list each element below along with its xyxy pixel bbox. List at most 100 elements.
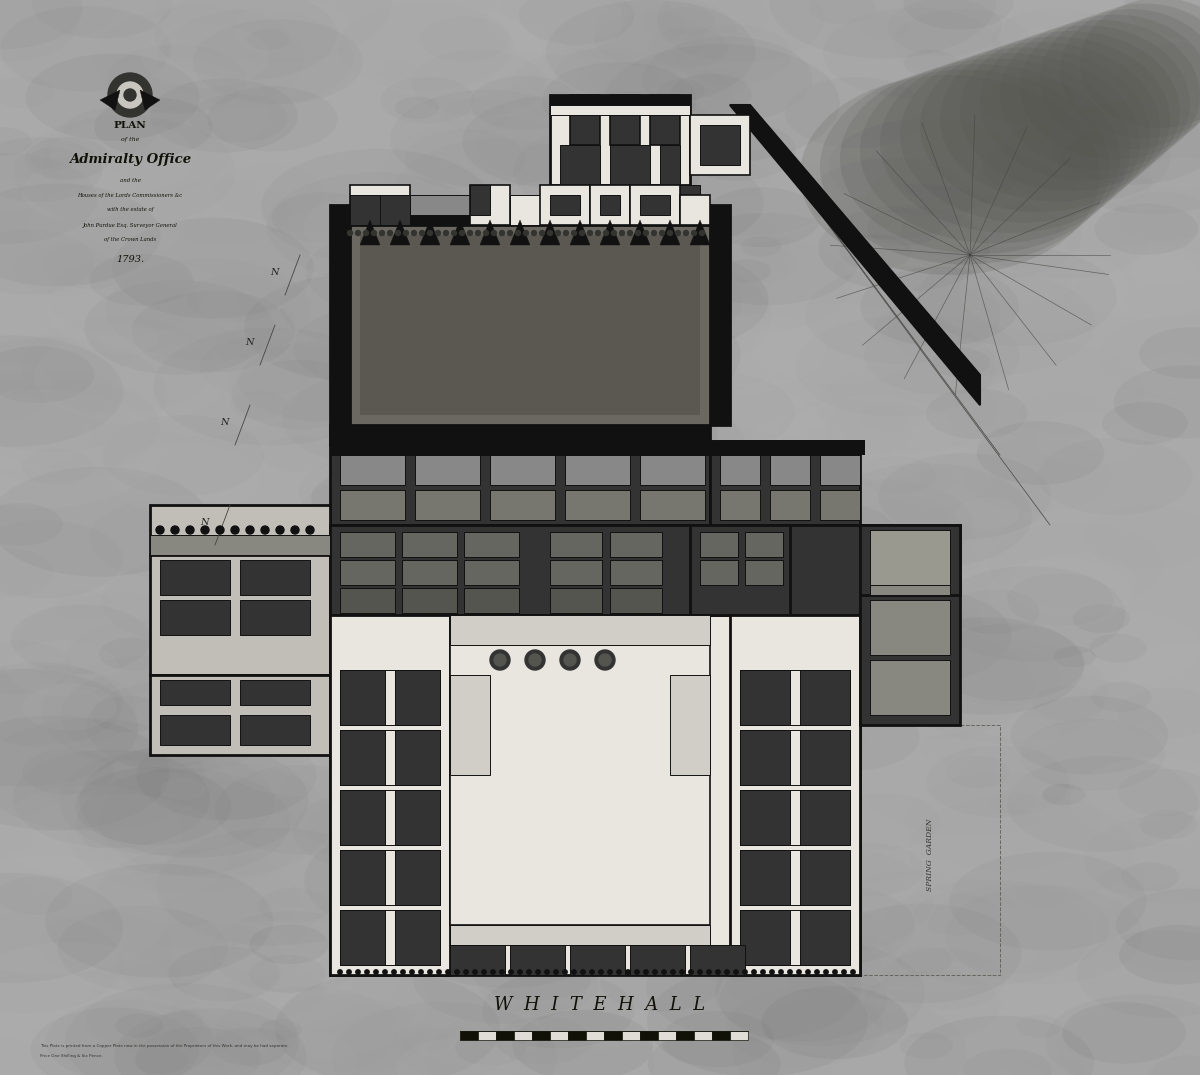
Ellipse shape: [1140, 811, 1198, 840]
Ellipse shape: [905, 1016, 1094, 1075]
Ellipse shape: [239, 342, 397, 421]
Ellipse shape: [0, 336, 167, 452]
Ellipse shape: [0, 127, 31, 156]
Ellipse shape: [918, 247, 1117, 346]
Ellipse shape: [820, 70, 1110, 264]
Ellipse shape: [0, 785, 182, 878]
Bar: [640, 1031, 658, 1040]
Circle shape: [365, 970, 370, 974]
Ellipse shape: [360, 236, 576, 344]
Ellipse shape: [980, 77, 1076, 125]
Circle shape: [671, 970, 676, 974]
Ellipse shape: [731, 485, 790, 514]
Circle shape: [607, 970, 612, 974]
Circle shape: [833, 970, 838, 974]
Ellipse shape: [350, 604, 529, 693]
Circle shape: [372, 230, 377, 235]
Bar: [770, 440, 790, 455]
Ellipse shape: [304, 825, 526, 935]
Circle shape: [484, 230, 488, 235]
Ellipse shape: [331, 1002, 557, 1075]
Bar: [340, 440, 360, 455]
Ellipse shape: [619, 912, 662, 933]
Ellipse shape: [1116, 889, 1200, 960]
Bar: [800, 911, 850, 965]
Circle shape: [815, 970, 820, 974]
Ellipse shape: [920, 733, 976, 761]
Bar: [770, 455, 810, 485]
Ellipse shape: [115, 1014, 163, 1037]
Bar: [415, 490, 480, 520]
Ellipse shape: [102, 415, 264, 496]
Bar: [540, 185, 590, 225]
Bar: [720, 455, 760, 485]
Ellipse shape: [373, 850, 590, 959]
Ellipse shape: [161, 778, 205, 800]
Ellipse shape: [328, 250, 473, 324]
Ellipse shape: [702, 187, 821, 247]
Ellipse shape: [898, 947, 953, 974]
Ellipse shape: [650, 624, 773, 685]
Ellipse shape: [1058, 119, 1200, 215]
Bar: [330, 615, 450, 975]
Circle shape: [419, 970, 424, 974]
Bar: [550, 95, 690, 115]
Ellipse shape: [262, 149, 493, 266]
Ellipse shape: [462, 96, 648, 188]
Ellipse shape: [1139, 328, 1200, 379]
Circle shape: [604, 230, 608, 235]
Ellipse shape: [545, 933, 611, 965]
Ellipse shape: [586, 406, 629, 429]
Ellipse shape: [1054, 646, 1096, 668]
Circle shape: [676, 230, 680, 235]
Ellipse shape: [442, 203, 601, 283]
Text: This Plate is printed from a Copper Plate now in the possession of the Proprieto: This Plate is printed from a Copper Plat…: [40, 1044, 289, 1048]
Bar: [745, 560, 784, 585]
Bar: [330, 425, 710, 445]
Bar: [676, 1031, 694, 1040]
Bar: [150, 555, 330, 675]
Circle shape: [580, 230, 584, 235]
Circle shape: [517, 970, 522, 974]
Polygon shape: [140, 90, 160, 110]
Circle shape: [473, 970, 478, 974]
Bar: [450, 945, 505, 975]
Ellipse shape: [157, 0, 391, 62]
Bar: [340, 730, 385, 785]
Bar: [350, 195, 380, 225]
Circle shape: [246, 526, 254, 534]
Ellipse shape: [1034, 412, 1145, 467]
Ellipse shape: [497, 845, 634, 914]
Ellipse shape: [68, 777, 300, 892]
Ellipse shape: [162, 1002, 296, 1070]
Bar: [395, 911, 440, 965]
Circle shape: [599, 970, 604, 974]
Ellipse shape: [154, 328, 389, 445]
Bar: [640, 195, 670, 215]
Ellipse shape: [437, 657, 606, 741]
Bar: [240, 680, 310, 705]
Bar: [340, 790, 385, 845]
Ellipse shape: [859, 15, 910, 40]
Bar: [450, 615, 710, 924]
Bar: [340, 850, 385, 905]
Ellipse shape: [1070, 758, 1200, 844]
Ellipse shape: [941, 549, 985, 571]
Ellipse shape: [1084, 815, 1200, 904]
Ellipse shape: [50, 120, 196, 194]
Ellipse shape: [65, 984, 299, 1075]
Bar: [150, 505, 330, 555]
Ellipse shape: [511, 49, 655, 121]
Ellipse shape: [91, 696, 166, 733]
Bar: [532, 1031, 550, 1040]
Ellipse shape: [0, 76, 54, 108]
Ellipse shape: [449, 704, 589, 775]
Ellipse shape: [6, 794, 232, 906]
Ellipse shape: [395, 97, 439, 118]
Circle shape: [769, 970, 774, 974]
Bar: [800, 850, 850, 905]
Ellipse shape: [860, 267, 1019, 346]
Ellipse shape: [244, 275, 456, 381]
Bar: [870, 660, 950, 715]
Circle shape: [516, 230, 521, 235]
